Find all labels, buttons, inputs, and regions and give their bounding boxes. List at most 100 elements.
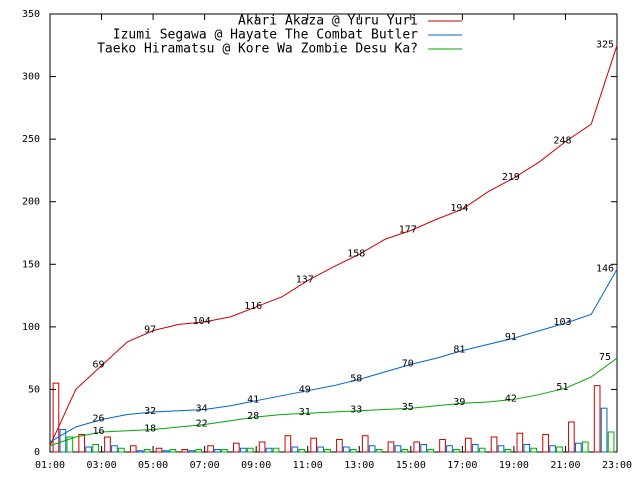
hourly-bar bbox=[600, 407, 608, 453]
hourly-bar bbox=[375, 448, 383, 453]
hourly-bar bbox=[516, 432, 524, 453]
hourly-bar bbox=[464, 437, 472, 453]
hourly-bar bbox=[581, 441, 589, 453]
hourly-bar bbox=[420, 443, 428, 453]
hourly-bar bbox=[607, 431, 615, 453]
series-line bbox=[49, 45, 618, 446]
y-tick-label: 250 bbox=[22, 134, 40, 145]
data-label: 35 bbox=[402, 402, 414, 413]
hourly-bar bbox=[118, 447, 125, 453]
legend-label: Akari Akaza @ Yuru Yuri bbox=[238, 14, 418, 29]
hourly-bar bbox=[439, 438, 446, 453]
hourly-bar bbox=[490, 436, 498, 453]
data-label: 70 bbox=[402, 358, 414, 369]
hourly-bar bbox=[593, 385, 601, 453]
legend-label: Izumi Segawa @ Hayate The Combat Butler bbox=[113, 28, 418, 43]
data-label: 18 bbox=[144, 423, 156, 434]
data-label: 219 bbox=[502, 172, 520, 183]
hourly-bar bbox=[343, 446, 350, 453]
hourly-bar bbox=[298, 448, 306, 453]
hourly-bar bbox=[246, 447, 254, 453]
hourly-bar bbox=[427, 448, 434, 453]
x-tick-label: 07:00 bbox=[190, 460, 220, 471]
data-label: 137 bbox=[296, 275, 314, 286]
data-label: 22 bbox=[196, 418, 208, 429]
hourly-bar bbox=[265, 447, 273, 453]
hourly-bar bbox=[413, 441, 421, 453]
hourly-bar bbox=[85, 446, 92, 453]
hourly-bar bbox=[523, 443, 531, 453]
hourly-bar bbox=[317, 446, 324, 453]
hourly-bar bbox=[155, 447, 163, 453]
hourly-bar bbox=[52, 382, 60, 453]
hourly-bar bbox=[446, 445, 453, 453]
x-tick-label: 09:00 bbox=[241, 460, 271, 471]
data-label: 91 bbox=[505, 332, 517, 343]
hourly-bar bbox=[162, 450, 170, 453]
data-label: 34 bbox=[196, 403, 208, 414]
x-tick-label: 21:00 bbox=[550, 460, 580, 471]
hourly-bar bbox=[291, 446, 299, 453]
x-tick-label: 17:00 bbox=[447, 460, 477, 471]
data-label: 16 bbox=[93, 426, 105, 437]
x-tick-label: 19:00 bbox=[499, 460, 529, 471]
data-label: 41 bbox=[247, 395, 259, 406]
hourly-bar bbox=[542, 433, 549, 453]
data-label: 31 bbox=[299, 407, 311, 418]
hourly-bar bbox=[92, 443, 99, 453]
data-label: 58 bbox=[350, 373, 362, 384]
hourly-bar bbox=[195, 448, 203, 453]
hourly-bar bbox=[387, 441, 395, 453]
data-label: 81 bbox=[453, 345, 465, 356]
hourly-bar bbox=[368, 445, 376, 453]
data-label: 325 bbox=[596, 39, 614, 50]
y-tick-label: 0 bbox=[34, 447, 40, 458]
y-tick-label: 150 bbox=[22, 259, 40, 270]
hourly-bar bbox=[394, 445, 402, 453]
data-label: 97 bbox=[144, 325, 156, 336]
y-tick-label: 100 bbox=[22, 322, 40, 333]
data-label: 116 bbox=[244, 301, 262, 312]
hourly-bar bbox=[188, 450, 196, 453]
data-label: 104 bbox=[193, 316, 211, 327]
hourly-bar bbox=[530, 447, 538, 453]
hourly-bar bbox=[66, 436, 74, 453]
hourly-bar bbox=[136, 450, 144, 453]
hourly-bar bbox=[504, 448, 512, 453]
hourly-bar bbox=[471, 443, 479, 453]
x-tick-label: 23:00 bbox=[602, 460, 632, 471]
hourly-bar bbox=[575, 442, 582, 453]
data-label: 51 bbox=[556, 382, 568, 393]
hourly-bar bbox=[239, 447, 247, 453]
y-tick-label: 50 bbox=[28, 384, 40, 395]
data-label: 146 bbox=[596, 263, 614, 274]
data-label: 177 bbox=[399, 224, 417, 235]
hourly-bar bbox=[549, 445, 556, 453]
hourly-bar bbox=[129, 445, 137, 453]
hourly-bar bbox=[143, 448, 151, 453]
hourly-bar bbox=[453, 448, 460, 453]
data-label: 28 bbox=[247, 411, 259, 422]
y-tick-label: 300 bbox=[22, 72, 40, 83]
data-label: 32 bbox=[144, 406, 156, 417]
hourly-bar bbox=[169, 448, 177, 453]
hourly-bar bbox=[258, 441, 266, 453]
hourly-bar bbox=[350, 448, 357, 453]
hourly-bar bbox=[556, 446, 563, 453]
y-tick-label: 350 bbox=[22, 9, 40, 20]
x-tick-label: 05:00 bbox=[138, 460, 168, 471]
data-label: 103 bbox=[553, 317, 571, 328]
x-tick-label: 15:00 bbox=[396, 460, 426, 471]
hourly-bar bbox=[111, 445, 118, 453]
hourly-bar bbox=[478, 447, 486, 453]
hourly-bar bbox=[336, 438, 343, 453]
series-line bbox=[49, 269, 618, 443]
data-label: 33 bbox=[350, 405, 362, 416]
data-label: 39 bbox=[453, 397, 465, 408]
legend-label: Taeko Hiramatsu @ Kore Wa Zombie Desu Ka… bbox=[97, 42, 418, 57]
data-label: 26 bbox=[93, 413, 105, 424]
plot-frame bbox=[49, 13, 618, 453]
hourly-bar bbox=[497, 445, 505, 453]
data-label: 248 bbox=[553, 136, 571, 147]
